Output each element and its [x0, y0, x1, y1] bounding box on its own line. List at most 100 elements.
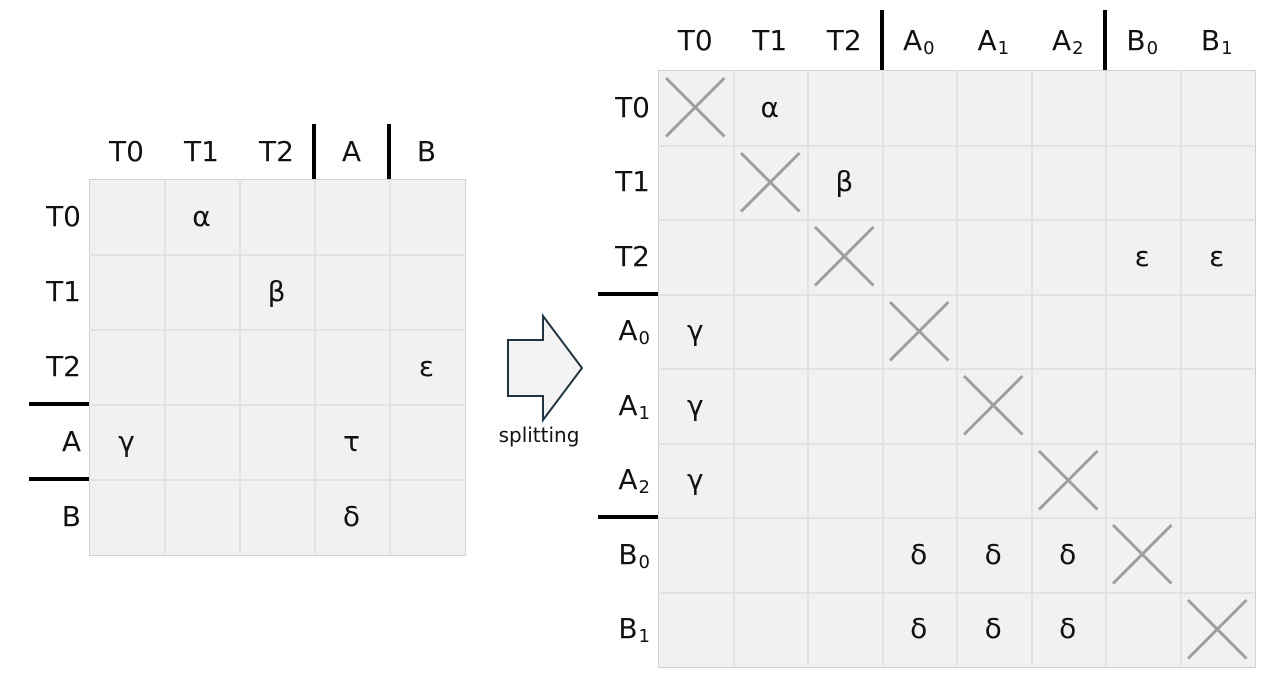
column-group-separator: [1103, 10, 1107, 70]
cell-symbol: δ: [910, 612, 928, 646]
label-name: A: [61, 425, 81, 458]
label-name: T0: [109, 135, 144, 168]
cell-symbol: γ: [686, 388, 704, 422]
grid-line: [658, 368, 1254, 370]
column-header: T1: [733, 10, 808, 70]
column-header: A: [314, 124, 389, 179]
label-name: T2: [259, 135, 294, 168]
column-header: T1: [164, 124, 239, 179]
cell-symbol: γ: [118, 425, 135, 458]
cell-symbol: δ: [910, 537, 928, 571]
label-name: B: [1200, 23, 1221, 57]
diagonal-cross-icon: [888, 300, 950, 362]
grid-line: [658, 144, 1254, 147]
diagonal-cross-icon: [962, 374, 1024, 436]
grid-line: [314, 179, 316, 554]
label-name: B: [618, 537, 638, 571]
cell-symbol: τ: [343, 425, 360, 458]
row-group-separator: [29, 477, 89, 481]
label-name: B: [618, 612, 638, 646]
column-group-separator: [312, 124, 316, 179]
label-subscript: 1: [638, 402, 650, 424]
cell-symbol: δ: [984, 537, 1002, 571]
grid-line: [89, 404, 464, 406]
grid-line: [164, 179, 166, 554]
label-name: A: [618, 388, 638, 422]
label-name: A: [1051, 23, 1072, 57]
cell-symbol: δ: [1059, 537, 1077, 571]
label-name: T2: [826, 23, 862, 57]
column-group-separator: [879, 10, 884, 70]
row-header: A: [29, 404, 81, 479]
cell-symbol: ε: [1209, 239, 1225, 273]
column-header: T0: [658, 10, 733, 70]
row-header: T1: [29, 254, 81, 329]
column-header: T2: [239, 124, 314, 179]
cell-symbol: γ: [686, 314, 704, 348]
label-name: A: [618, 463, 638, 497]
label-subscript: 1: [638, 626, 650, 648]
label-subscript: 0: [638, 551, 650, 573]
column-header: T0: [89, 124, 164, 179]
row-header: B: [29, 479, 81, 554]
column-header: B: [389, 124, 464, 179]
label-subscript: 2: [638, 477, 650, 499]
diagonal-cross-icon: [739, 151, 801, 213]
label-name: B: [416, 135, 437, 168]
cell-symbol: δ: [342, 500, 361, 533]
row-header: T0: [29, 179, 81, 254]
grid-line: [89, 329, 464, 331]
grid-line: [89, 254, 464, 256]
cell-symbol: γ: [686, 463, 704, 497]
label-name: T1: [752, 23, 788, 57]
row-header: T2: [598, 219, 650, 294]
label-name: T2: [46, 350, 81, 383]
label-name: T0: [615, 90, 650, 124]
diagonal-cross-icon: [813, 225, 875, 287]
label-name: A: [341, 135, 362, 168]
right-arrow-icon: [507, 313, 584, 423]
row-header: T2: [29, 329, 81, 404]
row-header: T1: [598, 145, 650, 220]
cell-symbol: β: [835, 165, 854, 199]
cell-symbol: δ: [1059, 612, 1077, 646]
label-name: A: [977, 23, 997, 57]
label-name: T0: [46, 200, 81, 233]
diagonal-cross-icon: [1037, 449, 1099, 511]
row-header: T0: [598, 70, 650, 145]
column-group-separator: [387, 124, 391, 179]
row-group-separator: [598, 515, 658, 519]
label-subscript: 0: [1146, 37, 1159, 59]
grid-line: [239, 179, 241, 554]
label-subscript: 2: [1072, 37, 1084, 59]
splitting-label: splitting: [498, 423, 580, 447]
label-name: A: [902, 23, 923, 57]
label-subscript: 0: [923, 37, 935, 59]
grid-line: [658, 517, 1254, 519]
cell-symbol: α: [760, 90, 779, 124]
grid-line: [389, 179, 391, 554]
label-name: T1: [615, 165, 650, 199]
label-subscript: 0: [638, 328, 650, 350]
label-subscript: 1: [1221, 37, 1233, 59]
cell-symbol: β: [267, 275, 286, 308]
cell-symbol: ε: [1134, 239, 1150, 273]
diagonal-cross-icon: [664, 76, 726, 138]
label-name: B: [1126, 23, 1146, 57]
matrix-grid: [89, 179, 466, 556]
cell-symbol: δ: [984, 612, 1002, 646]
grid-line: [89, 479, 464, 481]
row-group-separator: [29, 402, 89, 406]
label-name: T1: [46, 275, 81, 308]
label-name: T0: [677, 23, 713, 57]
grid-line: [658, 442, 1254, 445]
